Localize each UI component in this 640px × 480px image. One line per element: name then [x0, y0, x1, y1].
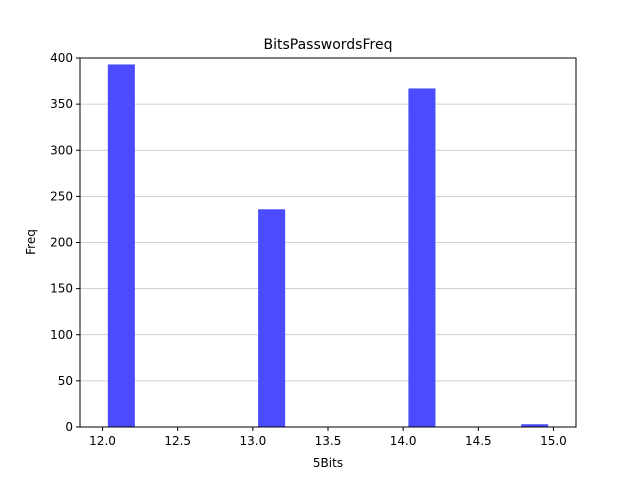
y-tick-label: 0 — [65, 420, 73, 434]
gridlines — [80, 103, 576, 382]
x-tick-label: 12.0 — [89, 434, 116, 448]
histogram-bar — [258, 209, 286, 427]
y-axis-label: Freq — [24, 229, 38, 255]
histogram-bar — [521, 424, 549, 427]
y-tick-label: 350 — [50, 97, 73, 111]
histogram-bar — [107, 64, 135, 428]
x-tick-label: 15.0 — [540, 434, 567, 448]
chart-title: BitsPasswordsFreq — [264, 37, 393, 53]
x-tick-label: 14.5 — [465, 434, 492, 448]
y-tick-label: 200 — [50, 236, 73, 250]
x-axis-label: 5Bits — [313, 456, 343, 470]
x-tick-label: 13.5 — [315, 434, 342, 448]
x-tick-label: 13.0 — [239, 434, 266, 448]
x-axis: 12.0 12.5 13.0 13.5 14.0 14.5 15.0 — [89, 427, 567, 448]
y-tick-label: 50 — [58, 374, 73, 388]
y-tick-label: 400 — [50, 51, 73, 65]
x-tick-label: 12.5 — [164, 434, 191, 448]
y-axis: 0 50 100 150 200 250 300 350 400 — [50, 51, 80, 434]
y-tick-label: 300 — [50, 143, 73, 157]
y-tick-label: 100 — [50, 328, 73, 342]
x-tick-label: 14.0 — [390, 434, 417, 448]
histogram-bar — [408, 88, 436, 427]
y-tick-label: 150 — [50, 282, 73, 296]
bars-group — [107, 64, 549, 428]
y-tick-label: 250 — [50, 189, 73, 203]
